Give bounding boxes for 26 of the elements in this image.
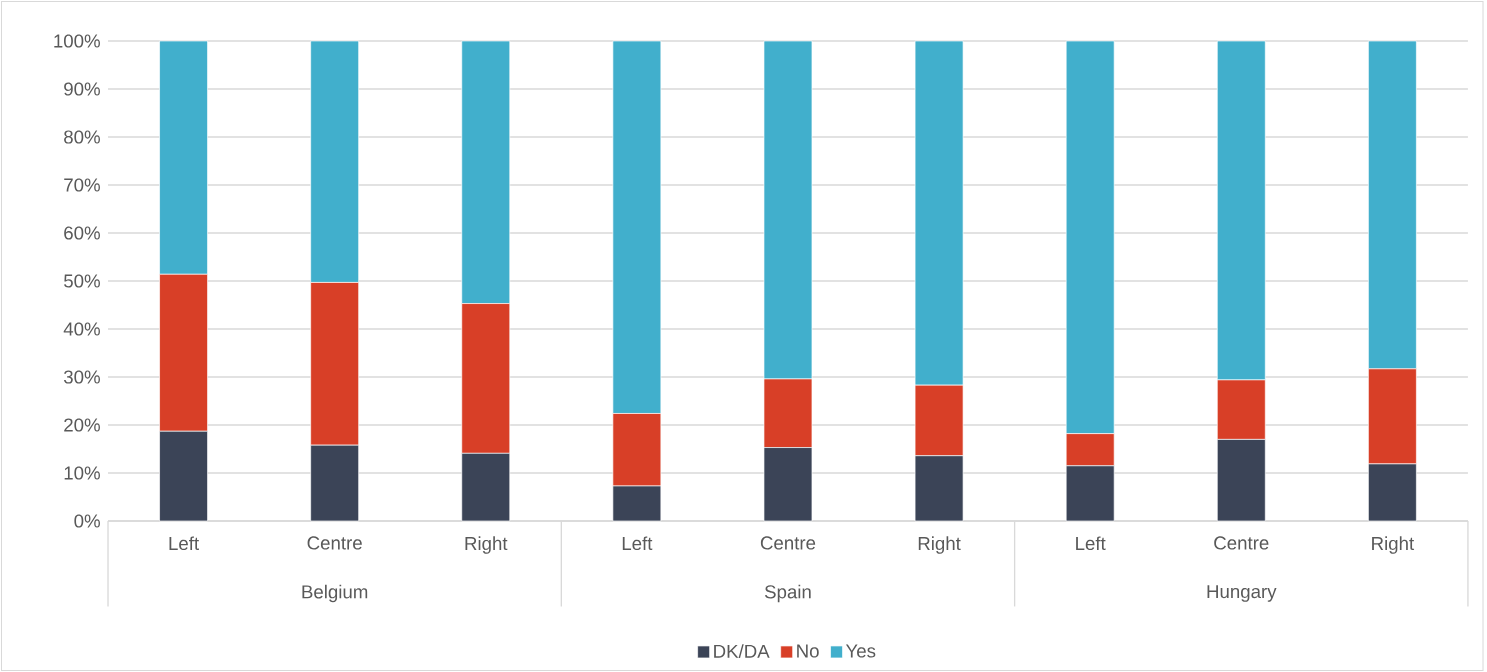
- text: Spain: [764, 584, 811, 603]
- legend-label: No: [797, 644, 819, 658]
- x-tick-label: Right: [918, 536, 961, 554]
- y-tick-label: 0%: [74, 514, 100, 528]
- text: Belgium: [302, 584, 368, 603]
- x-tick-label: Centre: [760, 536, 816, 550]
- y-tick-label: 80%: [64, 130, 100, 144]
- x-tick-label: Left: [622, 536, 653, 551]
- y-tick-label: 60%: [64, 226, 100, 240]
- y-tick-label: 90%: [64, 82, 100, 96]
- x-tick-label: Centre: [1214, 536, 1269, 550]
- text: Hungary: [1207, 585, 1277, 602]
- y-tick-label: 30%: [63, 370, 100, 384]
- x-tick-label: Left: [169, 536, 199, 551]
- legend-label: DK/DA: [714, 644, 770, 658]
- y-tick-label: 50%: [64, 274, 100, 288]
- y-tick-label: 70%: [64, 178, 100, 192]
- x-tick-label: Centre: [307, 536, 362, 550]
- y-tick-label: 20%: [64, 418, 100, 432]
- x-tick-label: Left: [1076, 536, 1106, 551]
- y-tick-label: 100%: [54, 34, 100, 48]
- x-tick-label: Right: [1372, 536, 1415, 554]
- y-tick-label: 10%: [64, 466, 100, 480]
- x-tick-label: Right: [465, 536, 508, 554]
- legend-label: Yes: [845, 644, 876, 658]
- y-tick-label: 40%: [63, 322, 100, 336]
